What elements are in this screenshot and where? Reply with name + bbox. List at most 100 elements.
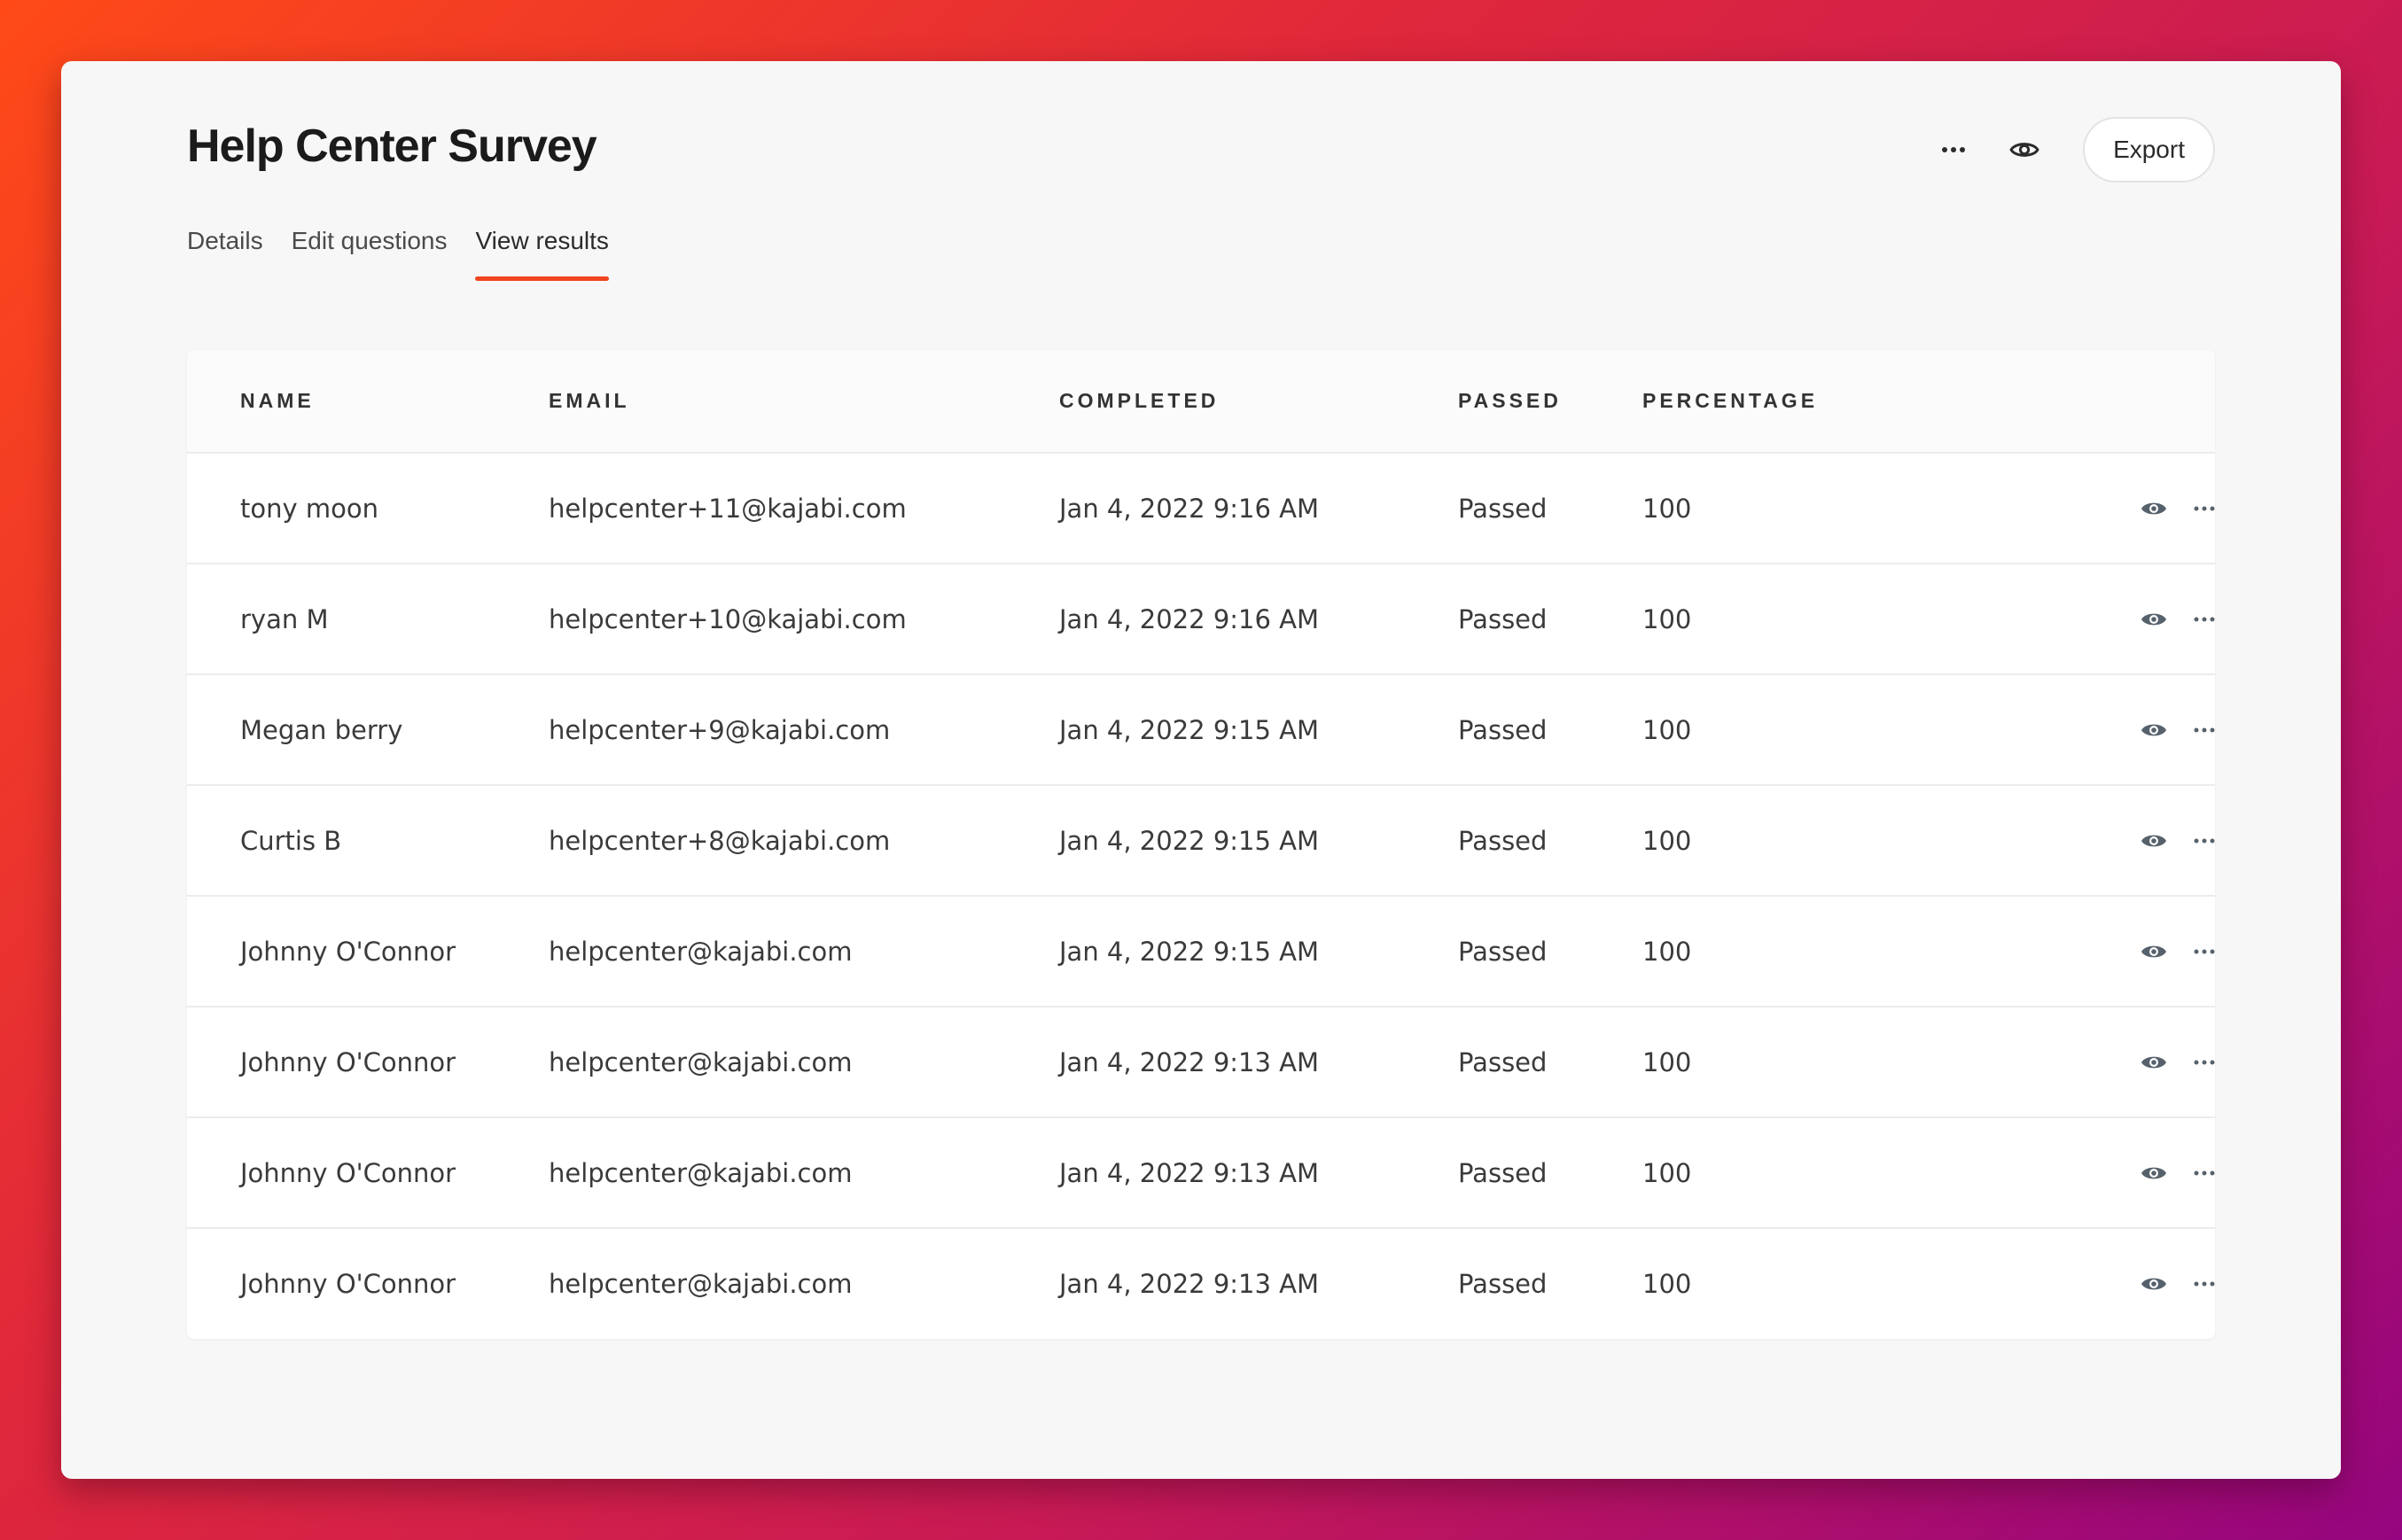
row-more-button[interactable] [2194,934,2215,969]
row-more-button[interactable] [2194,1266,2215,1302]
more-options-button[interactable] [1929,125,1978,175]
cell-passed: Passed [1458,1117,1642,1229]
cell-email: helpcenter+10@kajabi.com [549,564,1059,675]
cell-completed: Jan 4, 2022 9:13 AM [1059,1117,1458,1229]
cell-passed: Passed [1458,896,1642,1007]
row-more-button[interactable] [2194,712,2215,748]
cell-email: helpcenter+8@kajabi.com [549,785,1059,897]
cell-email: helpcenter@kajabi.com [549,1117,1059,1229]
view-response-button[interactable] [2141,1155,2167,1191]
cell-passed: Passed [1458,564,1642,675]
table-row[interactable]: Johnny O'Connor helpcenter@kajabi.com Ja… [187,1117,2215,1229]
cell-email: helpcenter@kajabi.com [549,1007,1059,1118]
view-response-button[interactable] [2141,602,2167,637]
cell-passed: Passed [1458,1007,1642,1118]
table-header-row: NAME EMAIL COMPLETED PASSED PERCENTAGE [187,350,2215,454]
eye-icon [2141,724,2166,735]
results-table-container: NAME EMAIL COMPLETED PASSED PERCENTAGE t… [187,350,2215,1339]
cell-name: tony moon [187,453,549,564]
cell-name: Curtis B [187,785,549,897]
column-header-passed: PASSED [1458,350,1642,454]
cell-percentage: 100 [1642,564,2215,675]
cell-email: helpcenter@kajabi.com [549,896,1059,1007]
survey-card: Help Center Survey Export Details Edit q… [61,61,2341,1479]
eye-icon [2141,613,2166,625]
cell-percentage: 100 [1642,674,2215,786]
table-row[interactable]: Johnny O'Connor helpcenter@kajabi.com Ja… [187,1007,2215,1118]
cell-name: Johnny O'Connor [187,1007,549,1118]
view-response-button[interactable] [2141,823,2167,859]
cell-completed: Jan 4, 2022 9:13 AM [1059,1007,1458,1118]
column-header-email: EMAIL [549,350,1059,454]
cell-completed: Jan 4, 2022 9:15 AM [1059,785,1458,897]
view-response-button[interactable] [2141,1266,2167,1302]
tab-view-results[interactable]: View results [475,226,610,281]
row-more-button[interactable] [2194,1155,2215,1191]
ellipsis-horizontal-icon [2194,1171,2215,1175]
eye-icon [2141,1056,2166,1068]
tab-edit-questions[interactable]: Edit questions [291,227,448,254]
row-more-button[interactable] [2194,823,2215,859]
export-button[interactable]: Export [2083,117,2215,183]
cell-email: helpcenter@kajabi.com [549,1269,853,1299]
table-row[interactable]: tony moon helpcenter+11@kajabi.com Jan 4… [187,453,2215,564]
ellipsis-horizontal-icon [2194,1281,2215,1287]
ellipsis-horizontal-icon [2194,727,2215,732]
cell-name: Johnny O'Connor [187,896,549,1007]
table-row[interactable]: Johnny O'Connor helpcenter@kajabi.com Ja… [187,896,2215,1007]
eye-icon [2141,835,2166,846]
eye-icon [2009,143,2039,157]
cell-passed: Passed [1458,1269,1548,1299]
row-more-button[interactable] [2194,602,2215,637]
ellipsis-horizontal-icon [2194,838,2215,843]
table-row[interactable]: ryan M helpcenter+10@kajabi.com Jan 4, 2… [187,564,2215,675]
tab-details[interactable]: Details [187,227,263,254]
cell-name: Johnny O'Connor [187,1117,549,1229]
table-body: tony moon helpcenter+11@kajabi.com Jan 4… [187,453,2215,1339]
column-header-completed: COMPLETED [1059,350,1458,454]
cell-percentage: 100 [1642,785,2215,897]
view-response-button[interactable] [2141,491,2167,526]
cell-percentage: 100 [1642,1007,2215,1118]
cell-name: Johnny O'Connor [240,1269,456,1299]
row-more-button[interactable] [2194,1045,2215,1080]
header-actions: Export [1929,117,2215,183]
page-title: Help Center Survey [187,121,597,172]
cell-percentage: 100 [1642,1269,1692,1299]
ellipsis-horizontal-icon [2194,1060,2215,1064]
table-row[interactable]: Johnny O'Connor helpcenter@kajabi.com Ja… [187,1228,2215,1339]
results-table: NAME EMAIL COMPLETED PASSED PERCENTAGE t… [187,350,2215,1339]
cell-name: ryan M [187,564,549,675]
cell-passed: Passed [1458,674,1642,786]
eye-icon [2141,945,2166,957]
cell-completed: Jan 4, 2022 9:15 AM [1059,674,1458,786]
eye-icon [2141,1278,2166,1290]
preview-button[interactable] [2000,125,2049,175]
ellipsis-horizontal-icon [1942,147,1966,152]
tab-bar: Details Edit questions View results [187,226,637,281]
cell-percentage: 100 [1642,896,2215,1007]
view-response-button[interactable] [2141,1045,2167,1080]
table-row[interactable]: Megan berry helpcenter+9@kajabi.com Jan … [187,674,2215,786]
cell-name: Megan berry [187,674,549,786]
column-header-name: NAME [187,350,549,454]
column-header-percentage: PERCENTAGE [1642,350,2215,454]
cell-percentage: 100 [1642,453,2215,564]
cell-email: helpcenter+9@kajabi.com [549,674,1059,786]
cell-completed: Jan 4, 2022 9:16 AM [1059,564,1458,675]
row-more-button[interactable] [2194,491,2215,526]
cell-completed: Jan 4, 2022 9:16 AM [1059,453,1458,564]
ellipsis-horizontal-icon [2194,617,2215,621]
ellipsis-horizontal-icon [2194,949,2215,953]
eye-icon [2141,1167,2166,1178]
cell-percentage: 100 [1642,1117,2215,1229]
eye-icon [2141,502,2166,514]
cell-completed: Jan 4, 2022 9:13 AM [1059,1269,1320,1299]
view-response-button[interactable] [2141,712,2167,748]
table-row[interactable]: Curtis B helpcenter+8@kajabi.com Jan 4, … [187,785,2215,897]
cell-passed: Passed [1458,785,1642,897]
cell-passed: Passed [1458,453,1642,564]
cell-email: helpcenter+11@kajabi.com [549,453,1059,564]
ellipsis-horizontal-icon [2194,506,2215,510]
view-response-button[interactable] [2141,934,2167,969]
